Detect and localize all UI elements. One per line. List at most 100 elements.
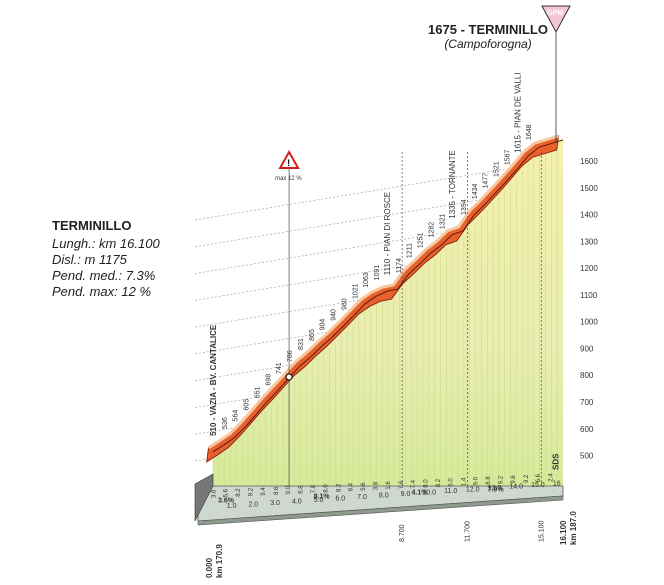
x-tick-label: 4.0 [292, 499, 302, 506]
gradient-label: 9.0 [286, 485, 292, 494]
gradient-label: 8.0 [424, 479, 430, 488]
section-percent: 8.1% [314, 494, 331, 501]
altitude-label: 1174 [396, 258, 403, 273]
altitude-label: 1063 [363, 272, 370, 288]
gradient-label: 9.2 [499, 475, 505, 484]
climb-average-gradient: Pend. med.: 7.3% [52, 268, 156, 283]
altitude-label: 564 [233, 410, 240, 422]
vertical-dotted-lines [288, 151, 542, 504]
profile-road-highlight [207, 134, 559, 450]
x-tick-label: 7.0 [357, 494, 367, 501]
altitude-label: 698 [265, 374, 272, 386]
altitude-label: 831 [298, 338, 305, 350]
gradient-label: 9.6 [511, 475, 517, 484]
x-tick-label: 8.0 [379, 493, 389, 500]
base-front-face [197, 495, 564, 526]
gradient-label: 3.6 [211, 489, 217, 498]
km-end-label: 16.100 [559, 520, 568, 545]
y-tick-label: 1200 [580, 264, 598, 273]
x-tick-label: 13.0 [488, 485, 502, 492]
y-tick-label: 500 [580, 452, 594, 461]
section-percent: 7.9% [488, 486, 505, 493]
altitude-label: 904 [320, 319, 327, 331]
altitude-label: 1434 [472, 183, 479, 199]
summit-label: 1675 - TERMINILLO (Campoforogna) [418, 22, 558, 51]
km-mark-label: 8.700 [399, 524, 406, 542]
x-tick-label: 2.0 [248, 502, 258, 509]
km-start-label: 0.000 [205, 557, 214, 578]
x-tick-label: 16 [553, 481, 561, 488]
gradient-label: 8.2 [336, 483, 342, 492]
gradient-label: 5.6 [361, 482, 367, 491]
gradient-label: 1.6 [386, 481, 392, 490]
gpm-badge-icon [541, 5, 571, 34]
km-mark-label: 11.700 [464, 521, 471, 542]
gradient-label: 7.6 [399, 480, 405, 489]
x-tick-label: 1.0 [227, 503, 237, 510]
section-percent: 4.1% [412, 489, 429, 496]
climb-length: Lungh.: km 16.100 [52, 236, 160, 251]
altitude-label: 605 [244, 399, 251, 411]
km-end-total: km 187.0 [569, 511, 578, 545]
altitude-label: 651 [254, 386, 261, 398]
gradient-label: 9.0 [474, 476, 480, 485]
guide-line-1600 [194, 159, 561, 221]
altitude-label: 1648 [526, 124, 533, 140]
x-tick-label: 15.0 [531, 482, 545, 489]
y-axis-ticks: 500 600 700 800 900 1000 1100 1200 1300 1400 1500 1… [580, 157, 598, 461]
altitude-label: 1251 [418, 232, 425, 248]
max-gradient-label: max 12 % [275, 176, 302, 182]
base-side-face [194, 473, 214, 522]
gradient-label: 2.4 [549, 473, 555, 482]
altitude-label: 1321 [439, 213, 446, 229]
profile-area [206, 134, 564, 486]
climb-elevation-gain: Disl.: m 1175 [52, 252, 127, 267]
gpm-badge-label: GPM [547, 10, 563, 17]
y-tick-label: 600 [580, 425, 594, 434]
profile-outline [212, 139, 564, 453]
altitude-label: 1521 [494, 161, 501, 177]
altitude-label: 940 [331, 309, 338, 321]
x-tick-label: 12.0 [466, 487, 480, 494]
y-tick-label: 800 [580, 371, 594, 380]
altitude-label: 1091 [374, 265, 381, 281]
gradient-label: 7.8 [311, 484, 317, 493]
y-tick-label: 700 [580, 398, 594, 407]
gradient-label: 8.0 [324, 484, 330, 493]
altitude-label: 1335 - TORNANTE [448, 150, 457, 219]
x-tick-label: 6.0 [335, 496, 345, 503]
gradient-label: 8.6 [274, 486, 280, 495]
summit-subtitle: (Campoforogna) [444, 37, 532, 51]
gradient-label: 8.4 [349, 482, 355, 491]
gradient-label: 6.0 [449, 478, 455, 487]
km-mark-label: 15.100 [538, 520, 545, 542]
x-tick-label: 5.0 [314, 497, 324, 504]
altitude-label: 1567 [504, 149, 511, 165]
gradient-labels: 3.6 5.6 8.2 9.2 9.4 8.6 9.0 6.8 7.8 8.0 8.2 8.4 5.6 3… [211, 473, 555, 505]
x-tick-label: 11.0 [444, 488, 457, 495]
altitude-label: 1615 - PIAN DE VALLI [513, 72, 522, 152]
climb-max-gradient: Pend. max: 12 % [52, 284, 151, 299]
gradient-label: 9.4 [261, 487, 267, 496]
y-tick-label: 1600 [580, 157, 598, 166]
gradient-label: 8.2 [236, 488, 242, 497]
altitude-label: 1282 [428, 222, 435, 238]
section-percent: 3.6% [218, 497, 235, 504]
altitude-label: 741 [276, 362, 283, 374]
gradient-label: 1.4 [461, 477, 467, 486]
altitude-label: 1021 [352, 283, 359, 299]
altitude-label: 1477 [483, 173, 490, 189]
altitude-label: 1394 [461, 199, 468, 215]
altitude-label: 980 [341, 298, 348, 310]
x-tick-label: 3.0 [270, 500, 280, 507]
gradient-label: 3.8 [374, 481, 380, 490]
y-tick-label: 1100 [580, 291, 598, 300]
sds-label: SDS [552, 453, 561, 470]
gradient-label: 6.6 [536, 473, 542, 482]
altitude-label: 1211 [407, 243, 414, 258]
gradient-label: 8.8 [486, 476, 492, 485]
gradient-label: 6.8 [299, 485, 305, 494]
gradient-label: 7.4 [411, 479, 417, 488]
x-tick-label: 9.0 [401, 491, 411, 498]
